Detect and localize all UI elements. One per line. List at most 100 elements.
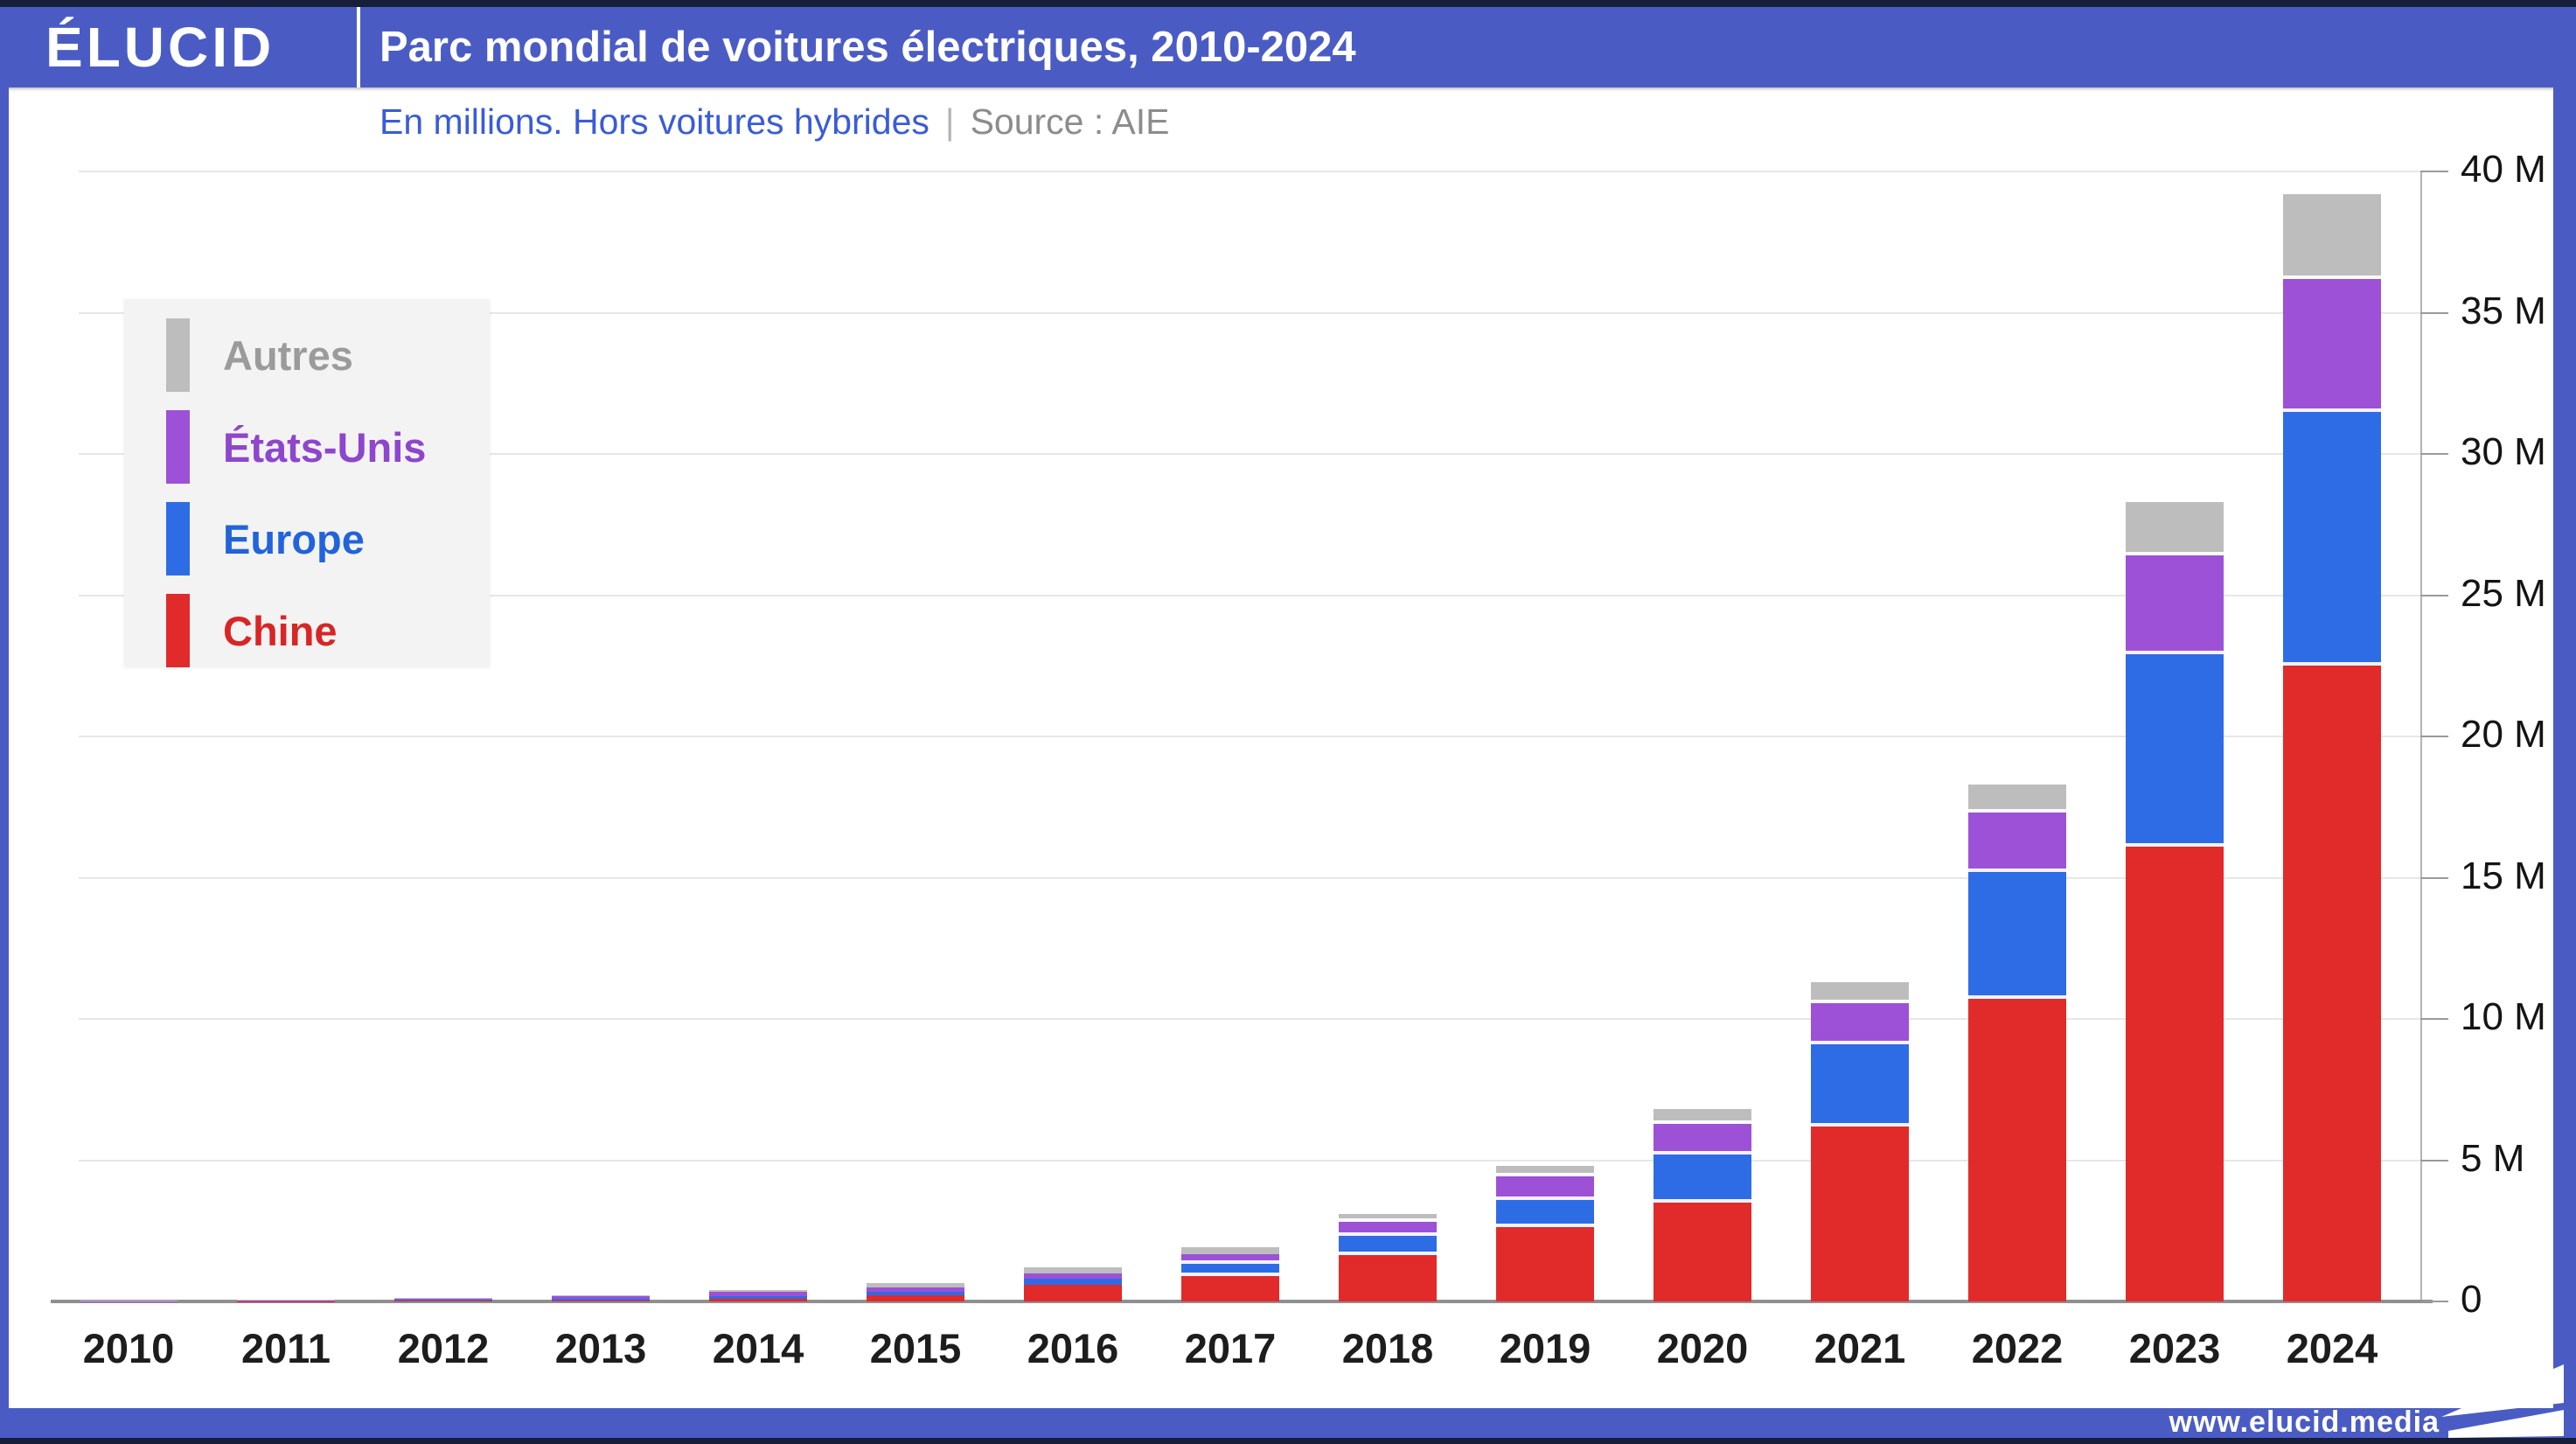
footer-bar xyxy=(0,1408,2576,1438)
bar-2017-chine xyxy=(1181,1275,1279,1301)
subtitle-source: Source : AIE xyxy=(970,101,1170,142)
bar-2019-autres xyxy=(1496,1165,1594,1176)
y-axis-tick xyxy=(2420,1301,2448,1302)
europe-swatch xyxy=(166,502,190,576)
footer-url: www.elucid.media xyxy=(2169,1406,2440,1439)
right-border-strip xyxy=(2553,87,2576,1444)
y-axis-tick xyxy=(2420,453,2448,455)
subtitle-text: En millions. Hors voitures hybrides xyxy=(379,101,929,142)
bar-2015-états-unis xyxy=(867,1287,964,1292)
x-axis-label-2024: 2024 xyxy=(2286,1325,2378,1371)
bar-2012-autres xyxy=(394,1298,492,1300)
y-axis-line xyxy=(2420,171,2422,1303)
chine-swatch xyxy=(166,594,190,667)
bar-2020-autres xyxy=(1654,1109,1751,1124)
bar-2024-autres xyxy=(2283,193,2381,279)
y-axis-tick xyxy=(2420,1159,2448,1161)
bar-2022-chine xyxy=(1968,999,2066,1301)
bar-2017-autres xyxy=(1181,1246,1279,1255)
x-axis-label-2023: 2023 xyxy=(2128,1325,2221,1371)
bar-2012-europe xyxy=(394,1300,492,1301)
y-axis-label: 35 M xyxy=(2461,289,2546,332)
bar-2021-europe xyxy=(1811,1044,1909,1127)
header-separator xyxy=(357,7,360,87)
bar-2019-europe xyxy=(1496,1199,1594,1227)
gridline-20m xyxy=(79,736,2420,737)
bar-2011-chine xyxy=(237,1301,335,1302)
bar-2020-états-unis xyxy=(1654,1123,1751,1155)
x-axis-label-2016: 2016 xyxy=(1027,1325,1119,1371)
bar-2020-europe xyxy=(1654,1155,1751,1203)
gridline-5m xyxy=(79,1159,2420,1161)
bar-2011-autres xyxy=(237,1300,335,1301)
bar-2012-états-unis xyxy=(394,1299,492,1301)
y-axis-tick xyxy=(2420,171,2448,172)
y-axis-label: 30 M xyxy=(2461,430,2546,473)
bar-2015-europe xyxy=(867,1292,964,1295)
x-axis-label-2010: 2010 xyxy=(82,1325,175,1371)
bar-2018-chine xyxy=(1339,1255,1437,1301)
legend-item-etats-unis: États-Unis xyxy=(166,410,426,484)
legend-label-europe: Europe xyxy=(223,515,365,562)
y-axis-tick xyxy=(2420,311,2448,314)
x-axis-label-2013: 2013 xyxy=(554,1325,647,1371)
bar-2024-europe xyxy=(2283,411,2381,666)
x-axis-label-2018: 2018 xyxy=(1341,1325,1434,1371)
header-bar xyxy=(0,7,2576,87)
y-axis-label: 15 M xyxy=(2461,854,2546,897)
bar-2018-europe xyxy=(1339,1236,1437,1256)
x-axis-label-2020: 2020 xyxy=(1656,1325,1749,1371)
y-axis-label: 20 M xyxy=(2461,713,2546,756)
x-axis-label-2015: 2015 xyxy=(869,1325,962,1371)
y-axis-label: 40 M xyxy=(2461,148,2546,191)
y-axis-label: 10 M xyxy=(2461,995,2546,1038)
bar-2024-chine xyxy=(2283,666,2381,1301)
bar-2021-chine xyxy=(1811,1126,1909,1301)
legend-label-etats-unis: États-Unis xyxy=(223,423,427,471)
autres-swatch xyxy=(166,318,190,392)
bar-2014-chine xyxy=(709,1299,807,1301)
bar-2010-chine xyxy=(80,1301,178,1302)
bar-2017-états-unis xyxy=(1181,1254,1279,1265)
etats-unis-swatch xyxy=(166,410,190,484)
y-axis-label: 0 xyxy=(2461,1278,2482,1321)
bar-2013-autres xyxy=(552,1294,650,1296)
bar-2019-états-unis xyxy=(1496,1175,1594,1200)
x-axis-label-2022: 2022 xyxy=(1971,1325,2064,1371)
bar-2013-europe xyxy=(552,1299,650,1301)
legend-item-europe: Europe xyxy=(166,502,365,576)
bar-2019-chine xyxy=(1496,1226,1594,1301)
y-axis-tick xyxy=(2420,736,2448,737)
left-border-strip xyxy=(0,87,9,1444)
bar-2022-europe xyxy=(1968,872,2066,1000)
y-axis-label: 25 M xyxy=(2461,571,2546,615)
x-axis-label-2017: 2017 xyxy=(1184,1325,1277,1371)
bar-2015-chine xyxy=(867,1294,964,1301)
bar-2021-états-unis xyxy=(1811,1003,1909,1045)
legend-label-autres: Autres xyxy=(223,331,353,379)
bar-2023-autres xyxy=(2126,501,2224,556)
gridline-15m xyxy=(79,876,2420,879)
top-border-strip xyxy=(0,0,2576,7)
bar-2016-chine xyxy=(1024,1284,1122,1301)
bar-2022-autres xyxy=(1968,784,2066,813)
bar-2014-états-unis xyxy=(709,1292,807,1297)
legend: Autres États-Unis Europe Chine xyxy=(124,299,490,667)
bar-2010-états-unis xyxy=(80,1301,178,1302)
elucid-media-flag-icon xyxy=(2441,1364,2564,1438)
bar-2014-autres xyxy=(709,1290,807,1293)
elucid-logo: ÉLUCID xyxy=(45,16,275,79)
bar-2022-états-unis xyxy=(1968,813,2066,873)
page-title: Parc mondial de voitures électriques, 20… xyxy=(379,24,1356,71)
bar-2023-chine xyxy=(2126,846,2224,1301)
bar-2016-états-unis xyxy=(1024,1273,1122,1280)
subtitle: En millions. Hors voitures hybrides | Sour… xyxy=(379,94,1169,149)
bar-2020-chine xyxy=(1654,1202,1751,1301)
y-axis-tick xyxy=(2420,876,2448,879)
x-axis-label-2019: 2019 xyxy=(1499,1325,1591,1371)
y-axis-tick xyxy=(2420,1018,2448,1020)
bar-2014-europe xyxy=(709,1296,807,1300)
bar-2016-europe xyxy=(1024,1279,1122,1285)
